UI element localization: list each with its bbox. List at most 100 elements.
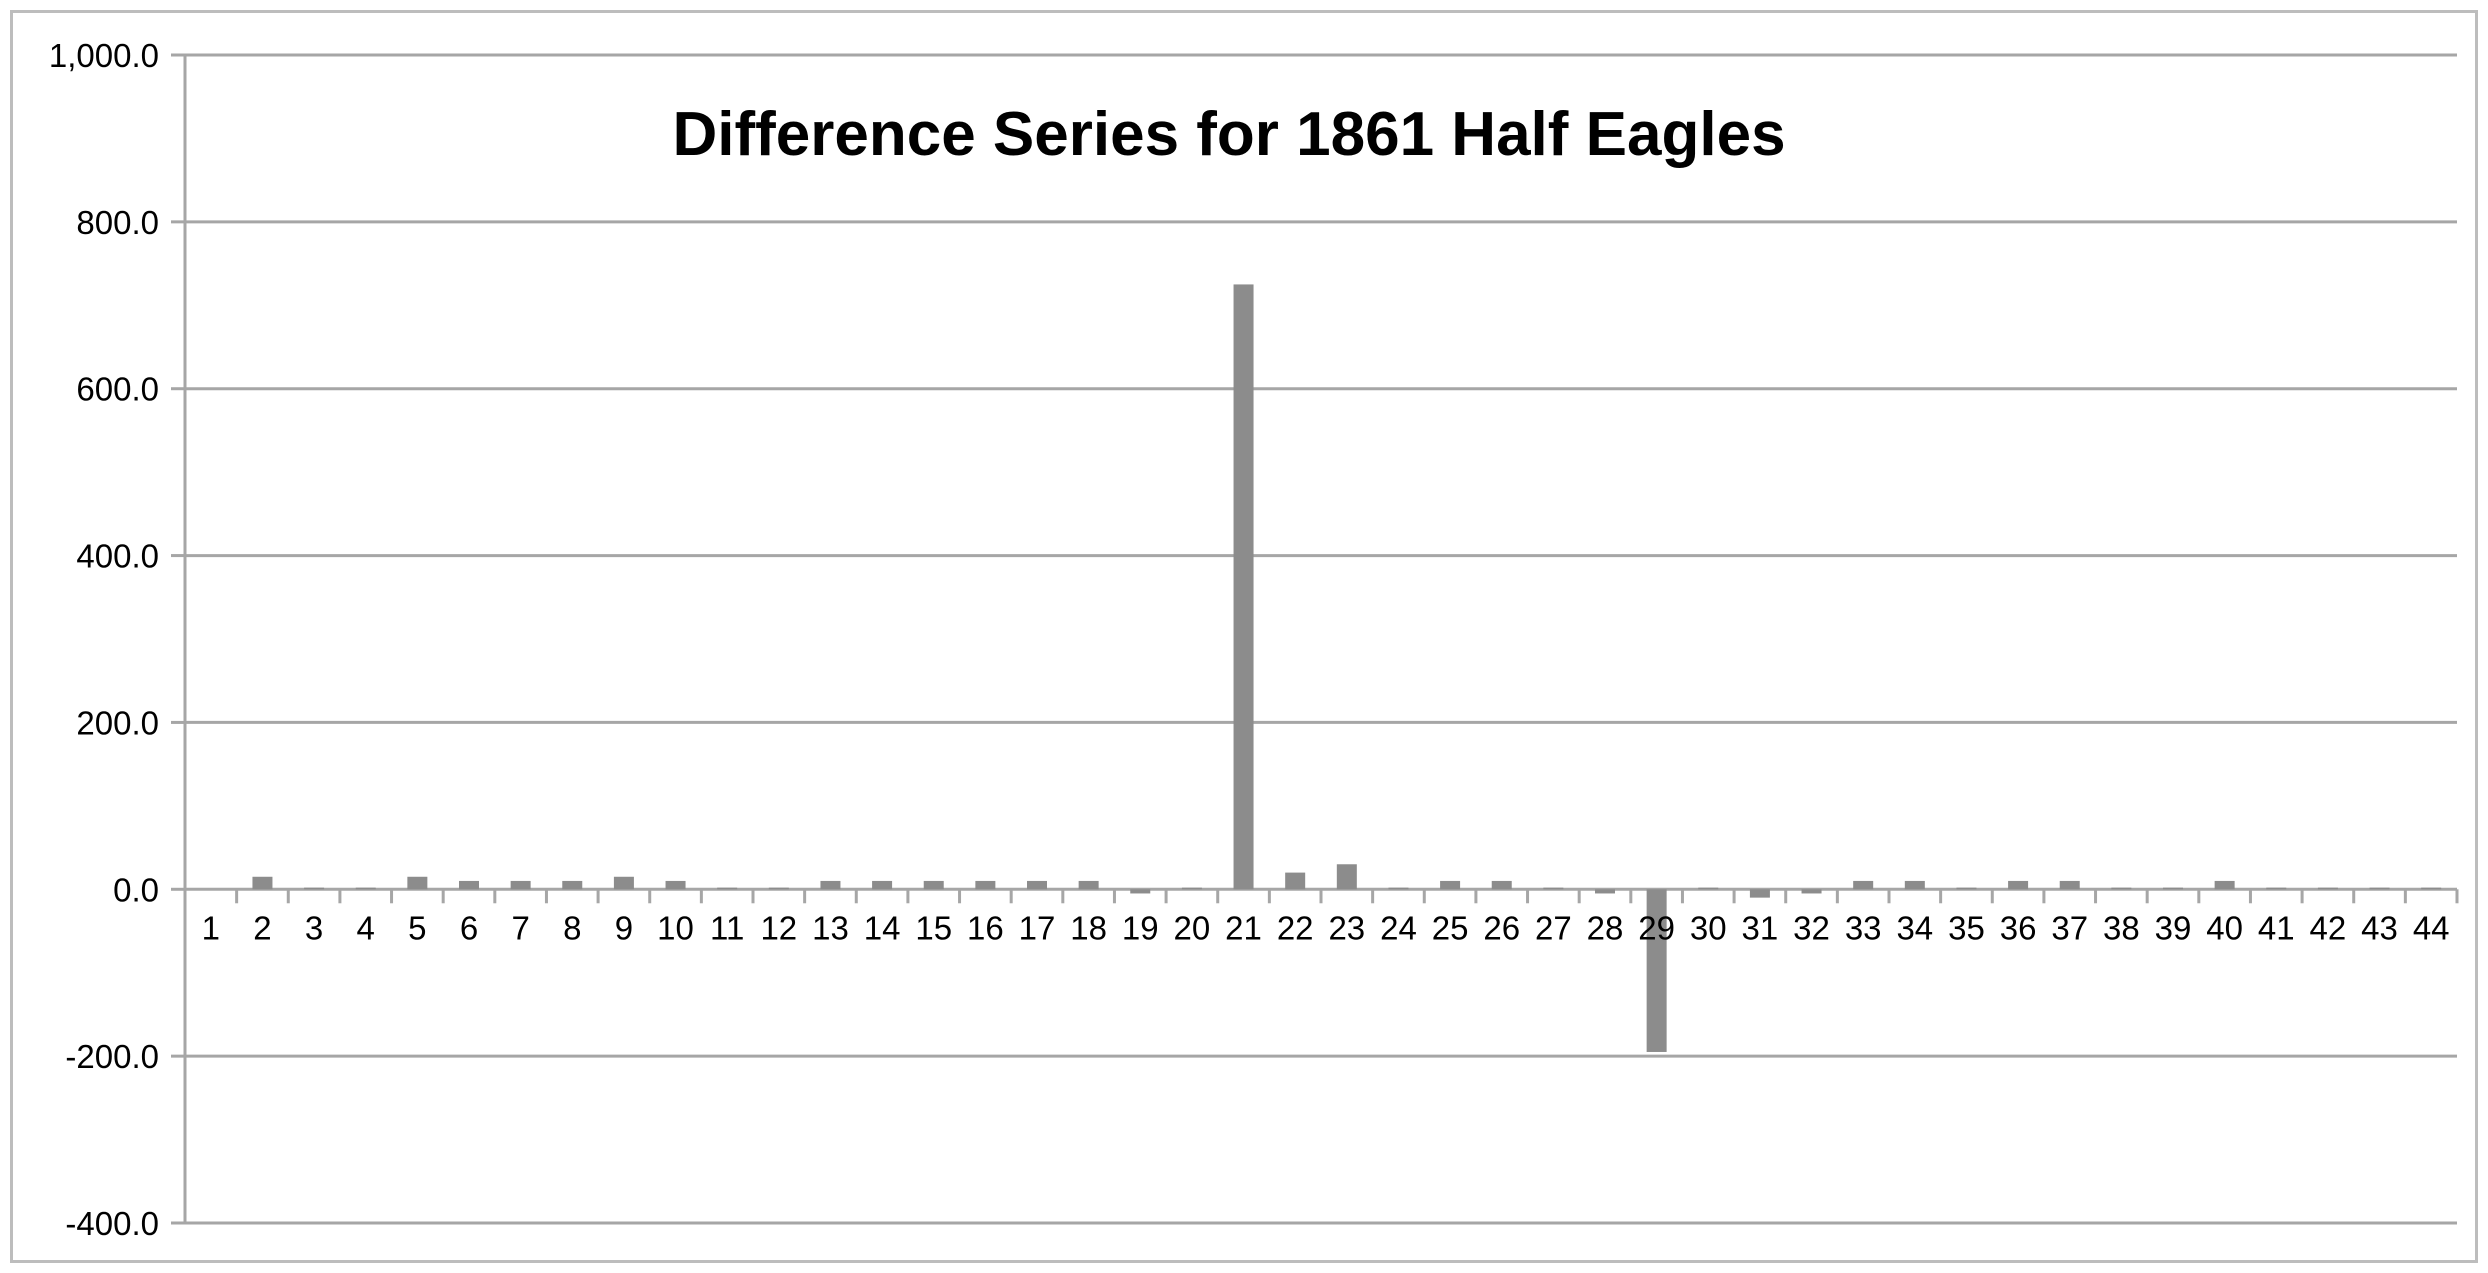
x-tick-label: 38 bbox=[2103, 909, 2140, 946]
x-tick-label: 13 bbox=[812, 909, 849, 946]
bar-11 bbox=[717, 887, 738, 890]
bars bbox=[252, 284, 2442, 1052]
bar-28 bbox=[1595, 889, 1615, 894]
bar-20 bbox=[1181, 887, 1202, 890]
x-tick-label: 18 bbox=[1070, 909, 1107, 946]
bar-42 bbox=[2317, 887, 2338, 890]
x-tick-label: 10 bbox=[657, 909, 694, 946]
y-tick-label: 800.0 bbox=[76, 204, 159, 241]
bar-2 bbox=[252, 876, 273, 890]
x-tick-labels: 1 2 3 4 5 6 7 8 9 10 11 12 13 14 15 16 17 18 19 20 21 22 23 24 2… bbox=[202, 909, 2450, 946]
x-tick-label: 20 bbox=[1174, 909, 1211, 946]
x-tick-label: 22 bbox=[1277, 909, 1314, 946]
x-tick-label: 1 bbox=[202, 909, 220, 946]
bar-23 bbox=[1336, 864, 1357, 890]
x-tick-label: 43 bbox=[2361, 909, 2398, 946]
x-tick-label: 31 bbox=[1742, 909, 1779, 946]
bar-6 bbox=[459, 880, 479, 890]
x-tick-label: 8 bbox=[563, 909, 581, 946]
x-tick-label: 37 bbox=[2051, 909, 2088, 946]
bar-4 bbox=[355, 887, 376, 890]
bar-36 bbox=[2008, 880, 2029, 890]
x-tick-label: 23 bbox=[1328, 909, 1365, 946]
bar-5 bbox=[407, 876, 428, 890]
bar-8 bbox=[562, 880, 583, 890]
x-tick-label: 25 bbox=[1432, 909, 1469, 946]
bar-24 bbox=[1388, 887, 1409, 890]
x-tick-label: 6 bbox=[460, 909, 478, 946]
bar-39 bbox=[2163, 887, 2183, 890]
x-tick-label: 35 bbox=[1948, 909, 1985, 946]
y-tick-label: 200.0 bbox=[76, 704, 159, 741]
bar-38 bbox=[2111, 887, 2132, 890]
bar-40 bbox=[2214, 880, 2235, 890]
bar-17 bbox=[1027, 880, 1047, 890]
bar-33 bbox=[1853, 880, 1874, 890]
bar-12 bbox=[768, 887, 789, 890]
x-tick-label: 40 bbox=[2206, 909, 2243, 946]
y-tick-label: 600.0 bbox=[76, 371, 159, 408]
bar-18 bbox=[1078, 880, 1099, 890]
x-tick-label: 39 bbox=[2155, 909, 2192, 946]
x-tick-label: 12 bbox=[760, 909, 797, 946]
x-tick-label: 28 bbox=[1587, 909, 1624, 946]
axes bbox=[171, 53, 2459, 1225]
x-tick-label: 29 bbox=[1638, 909, 1675, 946]
bar-29 bbox=[1646, 889, 1667, 1052]
x-tick-label: 14 bbox=[864, 909, 901, 946]
chart-frame: -400.0 -200.0 0.0 200.0 400.0 600.0 800.0 1,000… bbox=[10, 10, 2478, 1263]
x-tick-label: 24 bbox=[1380, 909, 1417, 946]
x-tick-label: 7 bbox=[511, 909, 529, 946]
x-tick-label: 15 bbox=[915, 909, 952, 946]
x-tick-label: 26 bbox=[1483, 909, 1520, 946]
x-tick-label: 33 bbox=[1845, 909, 1882, 946]
bar-43 bbox=[2369, 887, 2390, 890]
x-tick-label: 3 bbox=[305, 909, 323, 946]
x-tick-label: 34 bbox=[1896, 909, 1933, 946]
bar-32 bbox=[1801, 889, 1822, 894]
bar-35 bbox=[1956, 887, 1977, 890]
x-tick-label: 16 bbox=[967, 909, 1004, 946]
bar-3 bbox=[304, 887, 325, 890]
bar-44 bbox=[2421, 887, 2442, 890]
y-tick-label: 400.0 bbox=[76, 538, 159, 575]
x-tick-label: 2 bbox=[253, 909, 271, 946]
bar-10 bbox=[665, 880, 686, 890]
x-tick-label: 9 bbox=[615, 909, 633, 946]
x-tick-label: 21 bbox=[1225, 909, 1262, 946]
bar-21 bbox=[1233, 284, 1254, 890]
bar-26 bbox=[1491, 880, 1512, 890]
bar-25 bbox=[1440, 880, 1461, 890]
bar-22 bbox=[1285, 872, 1306, 890]
x-tick-label: 27 bbox=[1535, 909, 1572, 946]
y-tick-labels: -400.0 -200.0 0.0 200.0 400.0 600.0 800.0 1,000… bbox=[49, 37, 159, 1242]
bar-34 bbox=[1904, 880, 1925, 890]
y-tick-label: 0.0 bbox=[113, 871, 159, 908]
bar-30 bbox=[1698, 887, 1719, 890]
bar-41 bbox=[2266, 887, 2287, 890]
bar-9 bbox=[613, 876, 634, 890]
x-tick-label: 19 bbox=[1122, 909, 1159, 946]
bar-27 bbox=[1543, 887, 1564, 890]
chart-title: Difference Series for 1861 Half Eagles bbox=[672, 100, 1785, 169]
x-tick-label: 30 bbox=[1690, 909, 1727, 946]
x-tick-label: 44 bbox=[2413, 909, 2450, 946]
x-tick-label: 41 bbox=[2258, 909, 2295, 946]
y-tick-label: 1,000.0 bbox=[49, 37, 159, 74]
bar-37 bbox=[2059, 880, 2080, 890]
gridlines bbox=[185, 53, 2457, 1225]
bar-chart: -400.0 -200.0 0.0 200.0 400.0 600.0 800.0 1,000… bbox=[49, 37, 2459, 1242]
bar-14 bbox=[872, 880, 893, 890]
bar-15 bbox=[923, 880, 944, 890]
x-tick-label: 11 bbox=[710, 909, 744, 946]
x-tick-label: 42 bbox=[2310, 909, 2347, 946]
x-tick-label: 5 bbox=[408, 909, 426, 946]
bar-19 bbox=[1130, 889, 1151, 894]
x-tick-label: 4 bbox=[357, 909, 375, 946]
y-tick-label: -200.0 bbox=[65, 1038, 159, 1075]
bar-13 bbox=[820, 880, 841, 890]
x-tick-label: 32 bbox=[1793, 909, 1830, 946]
bar-31 bbox=[1749, 889, 1770, 898]
y-tick-label: -400.0 bbox=[65, 1205, 159, 1242]
bar-16 bbox=[975, 880, 996, 890]
